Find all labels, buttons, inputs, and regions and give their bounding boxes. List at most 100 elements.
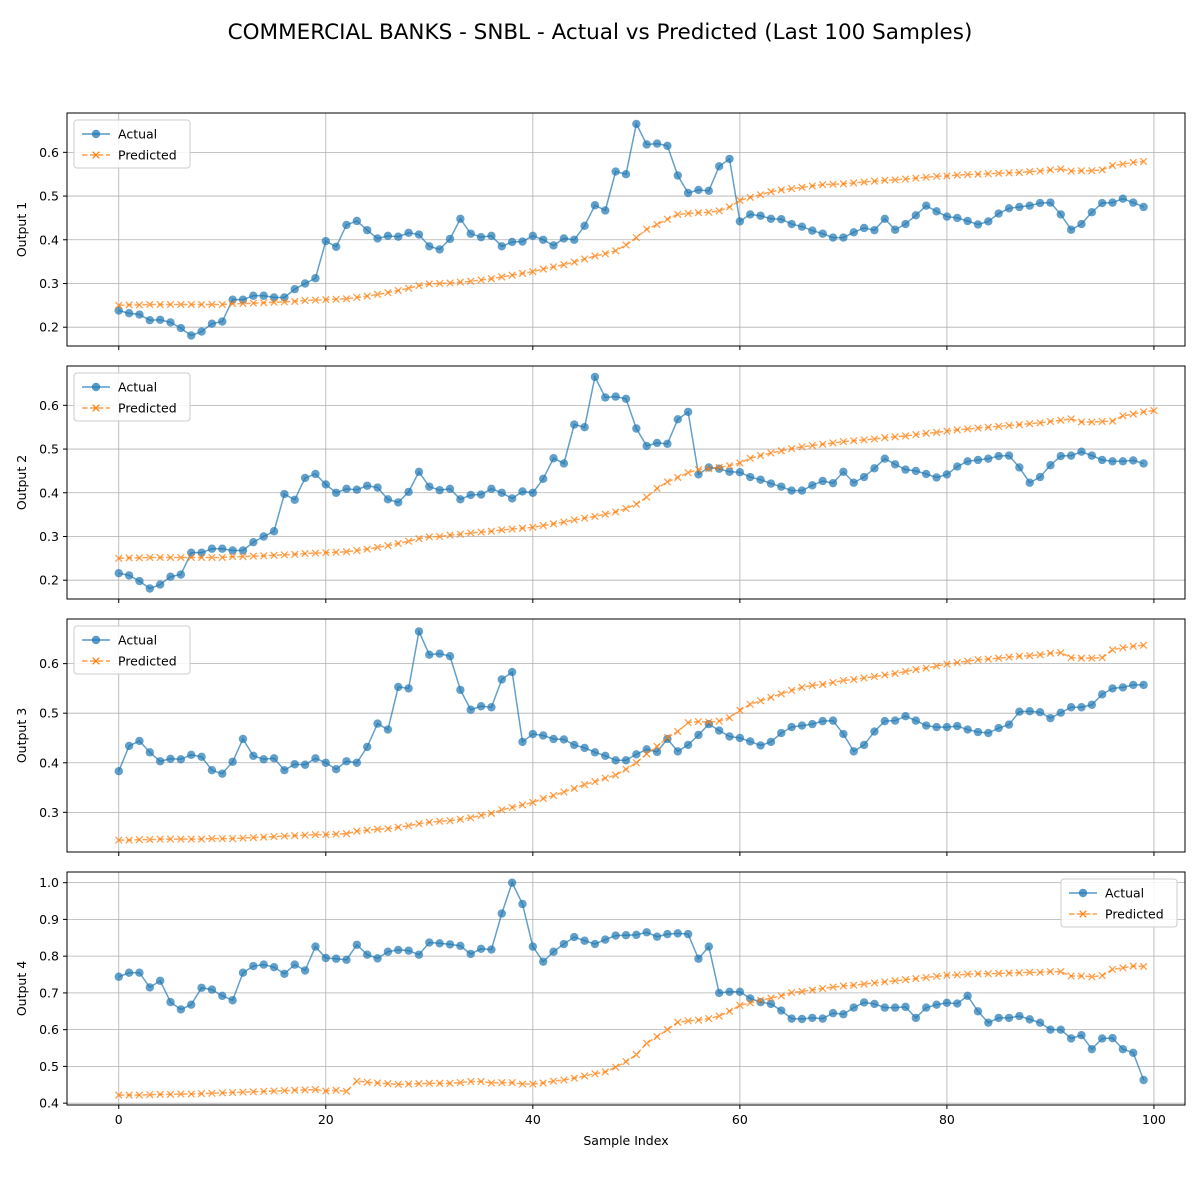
data-point-actual xyxy=(1087,1044,1097,1054)
data-point-predicted xyxy=(891,669,899,678)
data-point-predicted xyxy=(332,830,340,838)
legend-marker-predicted xyxy=(1079,910,1087,918)
data-point-actual xyxy=(124,571,134,580)
data-point-actual xyxy=(652,438,662,448)
data-point-predicted xyxy=(384,1079,392,1088)
data-point-predicted xyxy=(1057,165,1065,173)
data-point-actual xyxy=(704,186,714,196)
data-point-predicted xyxy=(570,258,579,266)
data-point-actual xyxy=(1046,461,1055,470)
data-point-predicted xyxy=(601,510,610,518)
data-point-actual xyxy=(611,392,620,401)
data-point-actual xyxy=(166,572,175,581)
data-point-predicted xyxy=(270,298,278,307)
data-point-actual xyxy=(1046,198,1055,207)
data-point-predicted xyxy=(1088,418,1096,426)
data-point-actual xyxy=(373,483,382,492)
data-point-actual xyxy=(135,310,144,319)
data-point-predicted xyxy=(622,504,630,513)
data-point-actual xyxy=(435,485,444,495)
data-point-predicted xyxy=(601,250,610,258)
data-point-actual xyxy=(1077,703,1086,712)
data-point-actual xyxy=(1118,457,1128,466)
data-point-predicted xyxy=(166,1090,175,1099)
data-point-predicted xyxy=(881,671,889,679)
data-point-predicted xyxy=(1088,972,1096,981)
y-tick-label: 0.4 xyxy=(39,232,59,247)
data-point-actual xyxy=(714,162,724,171)
data-point-predicted xyxy=(197,300,206,309)
data-point-predicted xyxy=(1057,648,1065,657)
data-point-actual xyxy=(922,469,931,479)
data-point-predicted xyxy=(922,664,930,672)
data-point-predicted xyxy=(808,986,817,994)
data-point-predicted xyxy=(1036,650,1044,659)
data-point-predicted xyxy=(622,241,630,249)
data-point-actual xyxy=(300,966,310,975)
data-point-actual xyxy=(932,207,941,216)
data-point-predicted xyxy=(259,551,268,560)
data-point-actual xyxy=(238,734,248,744)
data-point-actual xyxy=(859,998,869,1007)
data-point-actual xyxy=(114,972,123,981)
data-point-predicted xyxy=(860,980,868,988)
data-point-actual xyxy=(1139,459,1148,468)
data-point-actual xyxy=(714,988,724,998)
data-point-predicted xyxy=(549,520,558,528)
data-point-actual xyxy=(507,878,517,887)
data-point-predicted xyxy=(1067,653,1075,662)
data-point-actual xyxy=(207,544,217,553)
data-point-actual xyxy=(984,728,993,738)
data-point-predicted xyxy=(177,1090,185,1098)
data-point-predicted xyxy=(466,1077,475,1086)
data-point-predicted xyxy=(425,533,434,541)
data-point-predicted xyxy=(518,269,527,278)
data-point-predicted xyxy=(135,301,144,309)
data-point-predicted xyxy=(280,832,289,840)
data-point-predicted xyxy=(197,1089,206,1098)
data-point-predicted xyxy=(829,180,837,189)
series-line-actual xyxy=(118,880,1145,1081)
data-point-actual xyxy=(766,214,776,223)
legend-box xyxy=(73,625,191,675)
data-point-predicted xyxy=(1098,417,1106,426)
data-point-predicted xyxy=(725,461,734,470)
y-axis-label: Output 1 xyxy=(14,202,29,257)
data-point-predicted xyxy=(798,183,806,192)
data-point-actual xyxy=(570,420,579,429)
data-point-actual xyxy=(228,295,237,304)
data-point-predicted xyxy=(653,484,661,493)
data-point-actual xyxy=(1087,700,1097,709)
data-point-predicted xyxy=(539,1079,547,1087)
data-point-actual xyxy=(383,947,393,956)
legend-label-predicted: Predicted xyxy=(118,401,177,416)
data-point-actual xyxy=(870,999,879,1009)
data-point-predicted xyxy=(373,825,382,833)
data-point-predicted xyxy=(384,541,392,550)
data-point-actual xyxy=(559,234,569,243)
data-point-actual xyxy=(311,754,320,763)
series-line-actual xyxy=(118,628,1144,775)
data-point-predicted xyxy=(1150,406,1158,415)
data-point-actual xyxy=(756,475,765,484)
legend: Actual Predicted xyxy=(73,625,191,675)
data-point-predicted xyxy=(632,1050,641,1059)
data-point-predicted xyxy=(653,742,661,751)
data-point-actual xyxy=(611,756,620,765)
subplot-2: 0.2 0.3 0.4 0.5 0.6 Output 2 Actual Predicted xyxy=(14,365,1186,603)
data-point-actual xyxy=(828,478,838,488)
legend-marker-actual xyxy=(1078,888,1088,898)
data-point-actual xyxy=(1129,456,1138,465)
data-point-actual xyxy=(797,486,807,495)
data-point-actual xyxy=(953,721,962,731)
data-point-actual xyxy=(155,757,165,766)
data-point-predicted xyxy=(1036,167,1044,175)
data-point-actual xyxy=(435,939,444,948)
data-point-actual xyxy=(1139,1075,1148,1085)
data-point-predicted xyxy=(705,718,713,726)
data-point-predicted xyxy=(787,686,796,695)
data-point-predicted xyxy=(415,281,423,290)
data-point-actual xyxy=(683,188,693,198)
